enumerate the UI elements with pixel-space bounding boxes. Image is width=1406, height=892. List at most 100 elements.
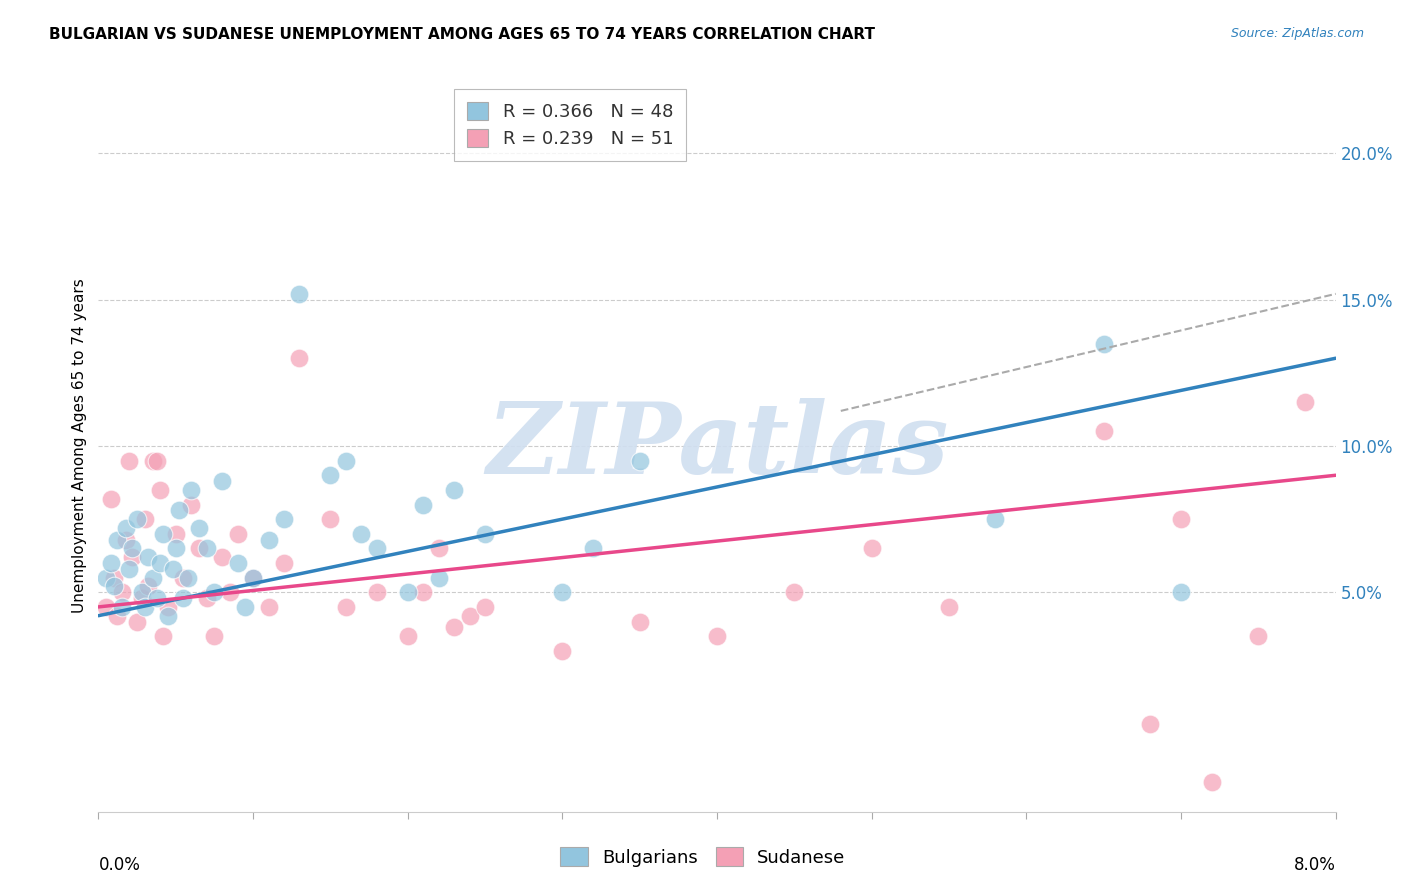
Point xyxy=(157,608,180,623)
Point xyxy=(582,541,605,556)
Point xyxy=(96,571,118,585)
Point xyxy=(165,526,187,541)
Point xyxy=(177,571,200,585)
Y-axis label: Unemployment Among Ages 65 to 74 years: Unemployment Among Ages 65 to 74 years xyxy=(72,278,87,614)
Point xyxy=(1170,585,1192,599)
Point xyxy=(242,571,264,585)
Point xyxy=(211,474,233,488)
Text: 8.0%: 8.0% xyxy=(1294,855,1336,873)
Point xyxy=(96,599,118,614)
Point xyxy=(273,512,295,526)
Point xyxy=(173,571,195,585)
Point xyxy=(167,503,190,517)
Point xyxy=(115,533,138,547)
Point xyxy=(157,599,180,614)
Point xyxy=(860,541,883,556)
Point xyxy=(131,585,153,599)
Point xyxy=(396,585,419,599)
Point xyxy=(366,541,388,556)
Point xyxy=(427,541,450,556)
Point xyxy=(204,585,226,599)
Point xyxy=(706,629,728,643)
Point xyxy=(180,498,202,512)
Point xyxy=(628,615,651,629)
Point xyxy=(1247,629,1270,643)
Point xyxy=(111,599,134,614)
Point xyxy=(412,585,434,599)
Point xyxy=(211,550,233,565)
Point xyxy=(118,562,141,576)
Point xyxy=(111,585,134,599)
Point xyxy=(474,599,496,614)
Point xyxy=(136,579,159,593)
Point xyxy=(427,571,450,585)
Text: BULGARIAN VS SUDANESE UNEMPLOYMENT AMONG AGES 65 TO 74 YEARS CORRELATION CHART: BULGARIAN VS SUDANESE UNEMPLOYMENT AMONG… xyxy=(49,27,875,42)
Point xyxy=(1139,717,1161,731)
Point xyxy=(100,556,122,570)
Point xyxy=(226,526,249,541)
Legend: R = 0.366   N = 48, R = 0.239   N = 51: R = 0.366 N = 48, R = 0.239 N = 51 xyxy=(454,89,686,161)
Point xyxy=(938,599,960,614)
Point xyxy=(121,541,143,556)
Point xyxy=(131,591,153,606)
Point xyxy=(195,541,218,556)
Point xyxy=(141,571,165,585)
Point xyxy=(1294,395,1316,409)
Point xyxy=(152,629,174,643)
Point xyxy=(273,556,295,570)
Point xyxy=(127,615,149,629)
Point xyxy=(1092,425,1115,439)
Point xyxy=(412,498,434,512)
Point xyxy=(1201,775,1223,789)
Point xyxy=(984,512,1007,526)
Point xyxy=(443,483,465,497)
Point xyxy=(783,585,806,599)
Point xyxy=(288,351,311,366)
Point xyxy=(180,483,202,497)
Point xyxy=(149,483,172,497)
Point xyxy=(162,562,184,576)
Point xyxy=(1092,336,1115,351)
Point xyxy=(319,512,342,526)
Point xyxy=(396,629,419,643)
Point xyxy=(127,512,149,526)
Point xyxy=(1170,512,1192,526)
Point xyxy=(115,521,138,535)
Point xyxy=(121,550,143,565)
Point xyxy=(105,533,128,547)
Point xyxy=(146,591,169,606)
Point xyxy=(103,579,125,593)
Point xyxy=(551,585,574,599)
Point xyxy=(288,286,311,301)
Point xyxy=(134,512,156,526)
Point xyxy=(335,599,357,614)
Point xyxy=(188,541,211,556)
Point xyxy=(226,556,249,570)
Point xyxy=(551,644,574,658)
Text: 0.0%: 0.0% xyxy=(98,855,141,873)
Legend: Bulgarians, Sudanese: Bulgarians, Sudanese xyxy=(553,840,853,874)
Point xyxy=(366,585,388,599)
Point xyxy=(257,599,280,614)
Point xyxy=(458,608,481,623)
Point xyxy=(257,533,280,547)
Point xyxy=(103,571,125,585)
Point xyxy=(141,453,165,467)
Point xyxy=(335,453,357,467)
Text: Source: ZipAtlas.com: Source: ZipAtlas.com xyxy=(1230,27,1364,40)
Point xyxy=(152,526,174,541)
Point xyxy=(118,453,141,467)
Point xyxy=(235,599,257,614)
Point xyxy=(105,608,128,623)
Point xyxy=(628,453,651,467)
Point xyxy=(204,629,226,643)
Text: ZIPatlas: ZIPatlas xyxy=(486,398,948,494)
Point xyxy=(188,521,211,535)
Point xyxy=(242,571,264,585)
Point xyxy=(219,585,242,599)
Point xyxy=(149,556,172,570)
Point xyxy=(134,599,156,614)
Point xyxy=(195,591,218,606)
Point xyxy=(173,591,195,606)
Point xyxy=(146,453,169,467)
